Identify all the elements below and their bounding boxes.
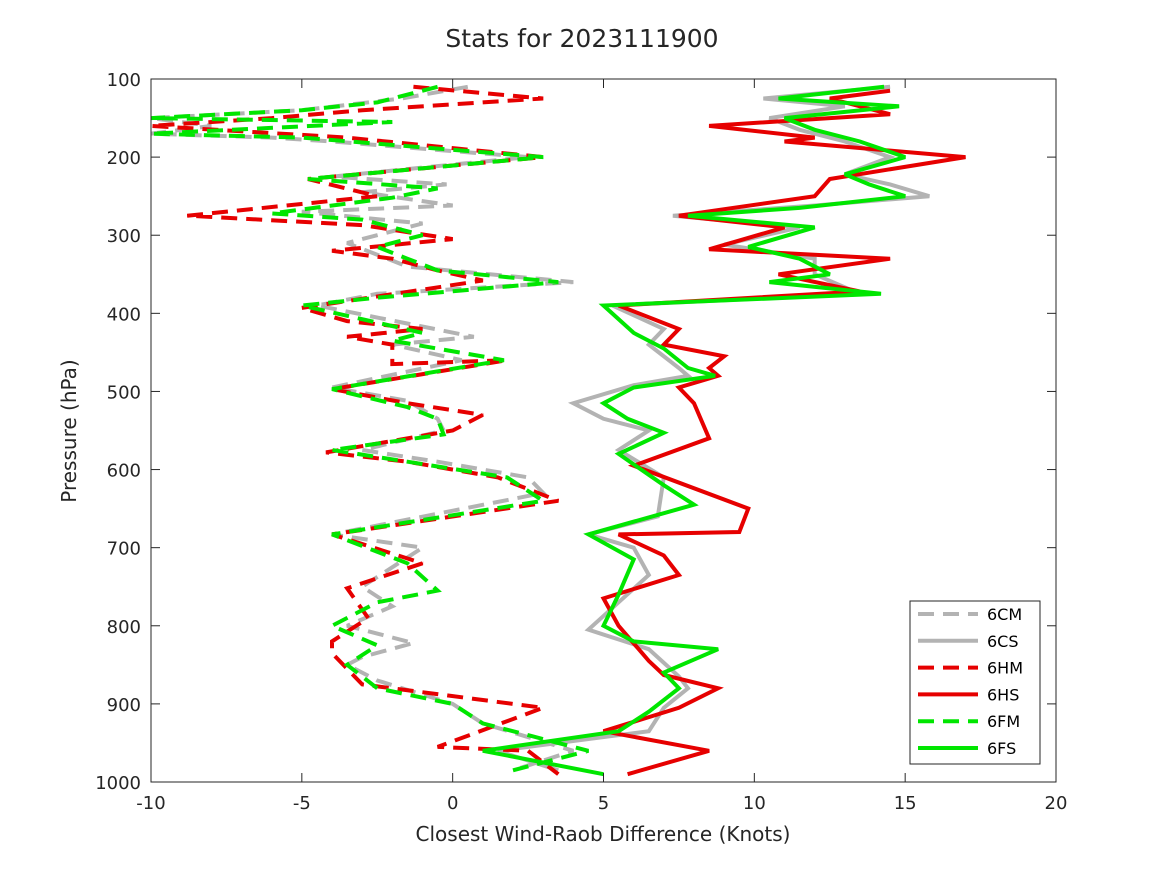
y-tick-label: 1000	[95, 773, 141, 794]
y-tick-label: 100	[107, 70, 141, 91]
x-tick-label: -10	[136, 793, 165, 814]
legend-box	[909, 600, 1041, 765]
x-tick-label: 10	[743, 793, 766, 814]
series-line-6hs	[600, 88, 966, 777]
y-tick-label: 500	[107, 382, 141, 403]
legend-label-6fs: 6FS	[987, 739, 1016, 758]
legend-label-6hs: 6HS	[987, 685, 1019, 704]
legend-label-6fm: 6FM	[987, 712, 1020, 731]
y-tick-label: 700	[107, 539, 141, 560]
legend-label-6hm: 6HM	[987, 659, 1023, 678]
x-tick-label: 5	[598, 793, 609, 814]
series-line-6fm	[151, 84, 589, 773]
y-tick-label: 400	[107, 304, 141, 325]
chart-title: Stats for 2023111900	[445, 24, 718, 53]
legend-label-6cs: 6CS	[987, 632, 1019, 651]
y-tick-label: 900	[107, 695, 141, 716]
series-line-6fs	[482, 84, 906, 777]
x-axis-label: Closest Wind-Raob Difference (Knots)	[416, 822, 791, 846]
x-tick-label: 0	[447, 793, 458, 814]
x-tick-label: 15	[894, 793, 917, 814]
tick-layer: -10 -5 0 5 10 15 20 100 200 300 400 500 600 700 800 900…	[95, 70, 1067, 814]
x-tick-label: 20	[1045, 793, 1068, 814]
y-axis-label: Pressure (hPa)	[57, 359, 81, 502]
legend: 6CM 6CS 6HM 6HS 6FM 6FS	[909, 600, 1041, 765]
y-tick-label: 800	[107, 617, 141, 638]
x-tick-label: -5	[293, 793, 311, 814]
legend-label-6cm: 6CM	[987, 605, 1022, 624]
y-tick-label: 200	[107, 148, 141, 169]
y-tick-label: 600	[107, 461, 141, 482]
y-tick-label: 300	[107, 226, 141, 247]
series-layer	[151, 84, 966, 777]
